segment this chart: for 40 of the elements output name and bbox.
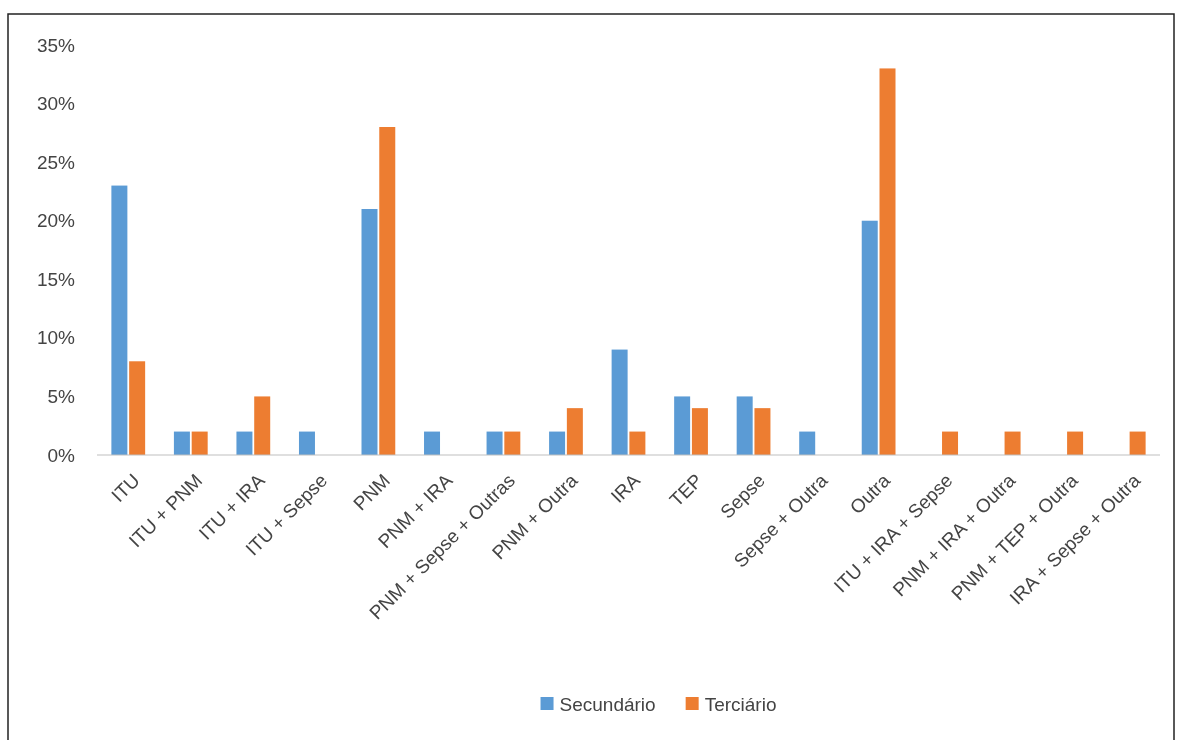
bar xyxy=(254,396,271,455)
bar xyxy=(754,408,771,455)
y-tick-label: 30% xyxy=(36,93,76,115)
bar xyxy=(236,431,253,455)
y-tick-label: 10% xyxy=(36,327,76,349)
bar xyxy=(1004,431,1021,455)
bar xyxy=(799,431,816,455)
bar xyxy=(504,431,521,455)
bar xyxy=(879,68,896,455)
y-tick-label: 35% xyxy=(36,34,76,56)
bar xyxy=(361,209,378,455)
bar xyxy=(379,127,396,455)
bar xyxy=(942,431,959,455)
bar xyxy=(173,431,190,455)
legend-label: Secundário xyxy=(559,693,656,715)
bar xyxy=(298,431,315,455)
y-tick-label: 25% xyxy=(36,151,76,173)
bar xyxy=(111,185,128,455)
bar xyxy=(566,408,583,455)
y-tick-label: 20% xyxy=(36,210,76,232)
bar xyxy=(629,431,646,455)
y-tick-label: 0% xyxy=(47,444,76,466)
x-tick-label: IRA xyxy=(606,469,645,507)
bar xyxy=(1067,431,1084,455)
y-tick-label: 5% xyxy=(47,386,76,408)
bar xyxy=(486,431,503,455)
bar xyxy=(674,396,691,455)
bar xyxy=(129,361,146,455)
bar xyxy=(611,349,628,455)
bar xyxy=(861,220,878,455)
bar xyxy=(191,431,208,455)
bar xyxy=(736,396,753,455)
y-tick-label: 15% xyxy=(36,268,76,290)
bar xyxy=(691,408,708,455)
bar xyxy=(549,431,566,455)
x-tick-label: TEP xyxy=(665,469,707,511)
bar xyxy=(424,431,441,455)
legend-label: Terciário xyxy=(704,693,777,715)
x-tick-label: ITU xyxy=(107,469,144,507)
bar xyxy=(1129,431,1146,455)
